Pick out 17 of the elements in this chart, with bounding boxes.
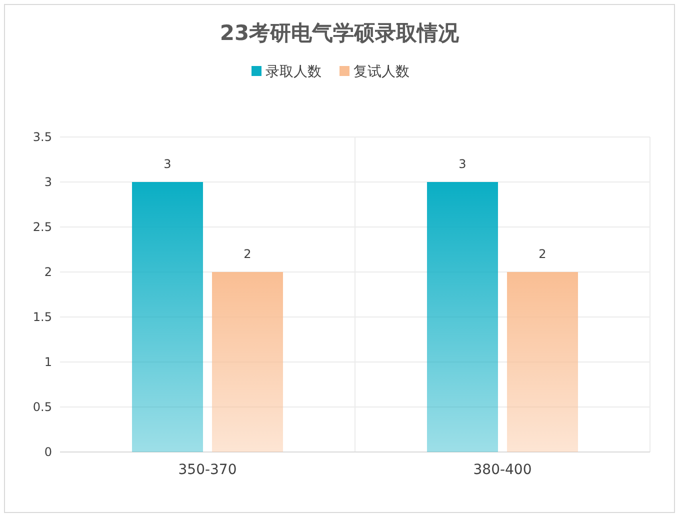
y-tick-label: 0: [44, 445, 52, 459]
title: 23考研电气学硕录取情况: [220, 21, 460, 45]
y-tick-label: 3.5: [32, 130, 52, 144]
y-tick-label: 2: [44, 265, 52, 279]
y-tick-label: 0.5: [32, 400, 52, 414]
y-tick-label: 3: [44, 175, 52, 189]
data-label: 2: [244, 247, 252, 261]
legend-label: 复试人数: [354, 64, 410, 80]
data-label: 3: [458, 157, 466, 171]
x-tick-label: 380-400: [473, 462, 532, 478]
data-label: 2: [538, 247, 546, 261]
data-label: 3: [164, 157, 172, 171]
legend-label: 录取人数: [266, 64, 322, 80]
y-tick-label: 1.5: [32, 310, 52, 324]
y-tick-label: 2.5: [32, 220, 52, 234]
y-tick-label: 1: [44, 355, 52, 369]
x-tick-label: 350-370: [178, 462, 237, 478]
